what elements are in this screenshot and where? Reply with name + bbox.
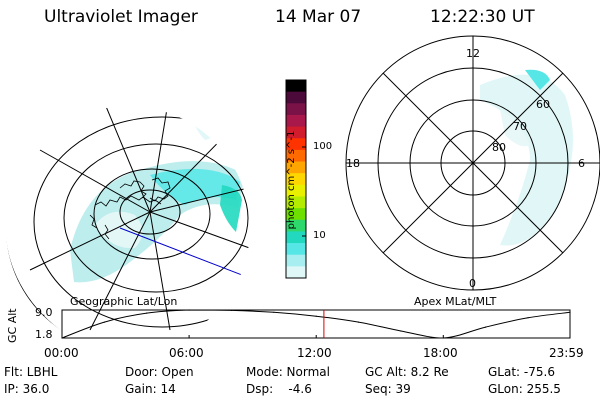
colorbar-tick-100: 100 <box>313 141 333 152</box>
colorbar-cell <box>286 266 306 279</box>
mlt-label-18: 18 <box>346 157 360 170</box>
altitude-point-1200 <box>315 315 317 317</box>
colorbar-unit-label: photon cm^-2 s^-1 <box>286 130 297 230</box>
auroral-emission-right <box>480 69 573 246</box>
footer-seq: Seq: 39 <box>365 382 411 396</box>
altitude-point-1400 <box>357 321 360 323</box>
altitude-series-line <box>61 309 571 339</box>
footer-gc-alt: GC Alt: 8.2 Re <box>365 365 449 379</box>
colorbar-cell <box>286 219 306 232</box>
colorbar-cell <box>286 80 306 93</box>
colorbar-cell <box>286 91 306 104</box>
footer-gain: Gain: 14 <box>125 382 176 396</box>
footer-filter: Flt: LBHL <box>4 365 58 379</box>
altitude-point-0600 <box>188 309 190 311</box>
colorbar-cell <box>286 114 306 128</box>
colorbar-cell <box>286 208 306 221</box>
colorbar-cell <box>286 254 306 267</box>
altitude-x-tick-1800: 18:00 <box>423 346 458 360</box>
altitude-x-tick-1200: 12:00 <box>297 346 332 360</box>
mlat-label-70: 70 <box>513 120 527 133</box>
colorbar-cell <box>286 161 306 174</box>
altitude-point-2200 <box>527 317 529 319</box>
altitude-point-1600 <box>400 330 402 332</box>
mlat-label-80: 80 <box>492 141 506 154</box>
altitude-y-tick-min: 1.8 <box>35 328 53 341</box>
mlt-label-6: 6 <box>578 157 585 170</box>
mlt-label-0: 0 <box>469 277 476 290</box>
colorbar-tick-10: 10 <box>313 230 326 241</box>
altitude-point-0400 <box>146 312 148 314</box>
observation-date: 14 Mar 07 <box>275 7 362 27</box>
altitude-x-tick-0000: 00:00 <box>44 346 79 360</box>
colorbar-cell <box>286 243 306 256</box>
altitude-point-2000 <box>485 326 487 328</box>
mlt-label-12: 12 <box>466 47 480 60</box>
mlat-label-60: 60 <box>536 98 550 111</box>
footer-glat: GLat: -75.6 <box>488 365 555 379</box>
colorbar <box>285 79 307 279</box>
colorbar-cell <box>286 149 306 163</box>
altitude-y-tick-max: 9.0 <box>35 306 53 319</box>
colorbar-cell <box>286 184 306 197</box>
altitude-x-tick-0600: 06:00 <box>169 346 204 360</box>
colorbar-cell <box>286 138 306 151</box>
altitude-point-1800 <box>442 337 444 339</box>
terminator-line <box>119 227 250 281</box>
altitude-point-0200 <box>103 321 105 323</box>
altitude-x-tick-2359: 23:59 <box>549 346 584 360</box>
footer-dsp: Dsp: -4.6 <box>246 382 312 396</box>
altitude-axis-label: GC Alt <box>6 308 19 343</box>
observation-time: 12:22:30 UT <box>430 7 535 27</box>
apex-polar-panel <box>345 35 600 291</box>
colorbar-cell <box>286 103 306 116</box>
left-panel-caption: Geographic Lat/Lon <box>70 295 178 308</box>
footer-door: Door: Open <box>125 365 194 379</box>
altitude-point-0800 <box>230 309 233 311</box>
altitude-plot <box>61 309 571 339</box>
colorbar-cell <box>286 173 306 186</box>
altitude-point-2359 <box>569 311 571 313</box>
footer-mode: Mode: Normal <box>246 365 330 379</box>
colorbar-cell <box>286 126 306 139</box>
altitude-point-1000 <box>273 311 275 313</box>
colorbar-cell <box>286 231 306 244</box>
altitude-point-0000 <box>61 337 63 339</box>
footer-glon: GLon: 255.5 <box>488 382 561 396</box>
altitude-points <box>61 309 571 339</box>
footer-ip: IP: 36.0 <box>4 382 50 396</box>
instrument-title: Ultraviolet Imager <box>44 7 198 27</box>
right-panel-caption: Apex MLat/MLT <box>414 295 497 308</box>
colorbar-cell <box>286 196 306 209</box>
